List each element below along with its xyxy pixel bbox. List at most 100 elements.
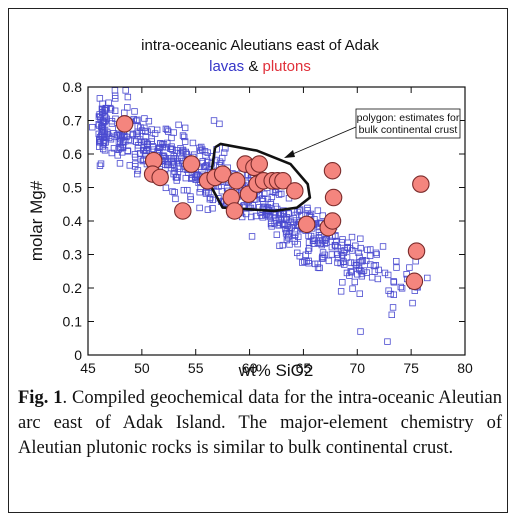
lava-point bbox=[102, 104, 109, 112]
lava-point bbox=[288, 224, 295, 231]
lava-point bbox=[285, 230, 293, 237]
lava-point bbox=[267, 220, 275, 228]
lava-point bbox=[96, 95, 104, 102]
lava-point bbox=[114, 131, 122, 139]
lava-point bbox=[181, 124, 189, 132]
lava-point bbox=[138, 139, 145, 146]
lava-point bbox=[340, 258, 347, 265]
lava-point bbox=[196, 188, 203, 196]
lava-point bbox=[159, 141, 166, 148]
lava-point bbox=[169, 188, 176, 195]
lava-point bbox=[103, 115, 110, 123]
pluton-point bbox=[213, 165, 232, 183]
annotation-box bbox=[355, 108, 461, 139]
x-tick-label: 65 bbox=[296, 360, 312, 376]
pluton-point bbox=[151, 168, 169, 187]
lava-point bbox=[258, 195, 266, 203]
lava-point bbox=[170, 129, 177, 136]
lava-point bbox=[366, 252, 374, 260]
chart-title: intra-oceanic Aleutians east of Adak bbox=[141, 37, 379, 54]
lava-point bbox=[159, 143, 167, 151]
lava-point bbox=[275, 221, 282, 229]
pluton-point bbox=[323, 212, 342, 230]
annotation-arrow bbox=[287, 126, 357, 157]
lava-point bbox=[305, 260, 312, 267]
lava-point bbox=[374, 275, 382, 283]
lava-point bbox=[387, 290, 394, 298]
lava-point bbox=[328, 251, 336, 258]
pluton-point bbox=[274, 172, 292, 190]
polygon-layer bbox=[208, 142, 312, 213]
lava-point bbox=[338, 239, 345, 246]
ticks-layer: 45 50 55 60 65 70 75 80 0 0.1 0.2 0.3 0.4 0.5 0.6 0.7 0.… bbox=[63, 79, 473, 376]
annotation-line2: bulk continental crust bbox=[359, 124, 458, 136]
lava-point bbox=[285, 210, 292, 217]
lava-point bbox=[167, 145, 174, 152]
pluton-point bbox=[405, 272, 424, 291]
annotation-layer: polygon: estimates for bulk continental … bbox=[284, 108, 461, 158]
subtitle-plutons: plutons bbox=[263, 58, 311, 75]
lava-point bbox=[101, 126, 109, 134]
lava-point bbox=[305, 247, 312, 255]
lava-point bbox=[219, 154, 226, 162]
lava-point bbox=[316, 264, 323, 272]
lava-point bbox=[141, 115, 148, 122]
lava-point bbox=[100, 139, 108, 147]
x-tick-label: 80 bbox=[457, 360, 473, 376]
lava-point bbox=[310, 235, 317, 242]
lava-point bbox=[209, 205, 216, 212]
annotation-arrowhead bbox=[284, 150, 295, 158]
lava-point bbox=[359, 256, 366, 264]
lava-point bbox=[108, 120, 116, 127]
lava-point bbox=[108, 117, 116, 125]
lava-point bbox=[292, 211, 299, 219]
lava-point bbox=[355, 249, 362, 257]
lava-point bbox=[122, 87, 129, 94]
lava-point bbox=[170, 161, 178, 168]
lava-point bbox=[124, 104, 131, 111]
lava-point bbox=[356, 253, 363, 261]
lava-point bbox=[206, 196, 214, 203]
lava-point bbox=[379, 243, 387, 250]
figure-frame bbox=[8, 8, 508, 513]
y-tick-label: 0.3 bbox=[63, 247, 83, 263]
lava-point bbox=[97, 160, 105, 167]
lava-point bbox=[323, 239, 330, 246]
y-axis-title: molar Mg# bbox=[27, 180, 46, 261]
lava-point bbox=[180, 133, 188, 141]
lava-point bbox=[296, 206, 304, 213]
lava-point bbox=[381, 269, 389, 277]
figure-caption: Fig. 1. Compiled geochemical data for th… bbox=[18, 386, 502, 461]
lava-point bbox=[318, 255, 326, 262]
lava-point bbox=[218, 187, 226, 195]
lava-point bbox=[334, 243, 341, 251]
lava-point bbox=[358, 273, 366, 280]
lava-point bbox=[119, 144, 127, 151]
plutons-layer bbox=[115, 115, 430, 291]
lava-point bbox=[97, 139, 104, 146]
lava-point bbox=[266, 213, 273, 221]
lava-point bbox=[216, 120, 223, 128]
lava-point bbox=[203, 162, 210, 169]
lava-point bbox=[149, 143, 156, 150]
lava-point bbox=[144, 128, 151, 135]
pluton-point bbox=[412, 175, 430, 193]
pluton-point bbox=[174, 202, 192, 220]
lava-point bbox=[356, 290, 363, 297]
lava-point bbox=[132, 138, 140, 145]
lava-point bbox=[141, 150, 149, 157]
lava-point bbox=[259, 198, 267, 205]
lava-point bbox=[370, 262, 378, 270]
lava-point bbox=[314, 207, 322, 214]
lava-point bbox=[111, 87, 119, 94]
lava-point bbox=[210, 117, 218, 124]
lava-point bbox=[314, 239, 322, 246]
lava-point bbox=[265, 211, 272, 219]
lava-point bbox=[344, 239, 352, 246]
lava-point bbox=[179, 146, 187, 154]
pluton-point bbox=[297, 215, 316, 234]
lava-point bbox=[305, 257, 312, 265]
lava-point bbox=[101, 147, 109, 154]
lava-point bbox=[148, 138, 155, 145]
lava-point bbox=[304, 204, 311, 212]
